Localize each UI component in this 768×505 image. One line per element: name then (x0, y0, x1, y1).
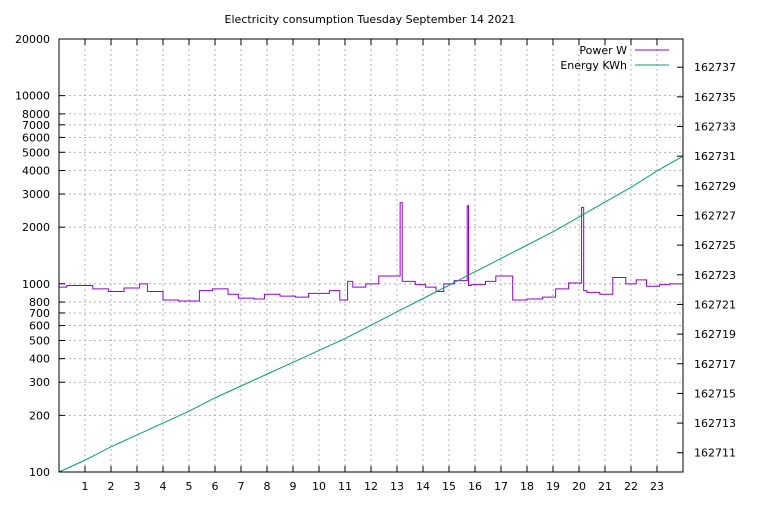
x-tick-label: 19 (546, 480, 560, 493)
y-tick-label: 4000 (22, 165, 50, 178)
x-tick-label: 11 (338, 480, 352, 493)
x-tick-label: 4 (160, 480, 167, 493)
y2-tick-label: 162725 (694, 239, 736, 252)
y2-tick-label: 162713 (694, 417, 736, 430)
y-tick-label: 500 (29, 334, 50, 347)
plot-frame (58, 38, 684, 473)
axis-layer: 1 2 3 4 5 6 7 8 9 10 11 12 13 14 15 16 17 18 19 20 21 22 23100… (15, 33, 736, 493)
y2-tick-label: 162717 (694, 358, 736, 371)
y-tick-label: 8000 (22, 108, 50, 121)
legend-label: Energy KWh (560, 59, 627, 72)
x-tick-label: 1 (82, 480, 89, 493)
x-tick-label: 14 (416, 480, 430, 493)
y2-tick-label: 162711 (694, 447, 736, 460)
y2-tick-label: 162737 (694, 61, 736, 74)
y-tick-label: 10000 (15, 90, 50, 103)
x-tick-label: 16 (468, 480, 482, 493)
y2-tick-label: 162731 (694, 150, 736, 163)
x-tick-label: 18 (520, 480, 534, 493)
y2-tick-label: 162721 (694, 298, 736, 311)
y2-tick-label: 162719 (694, 328, 736, 341)
y-tick-label: 1000 (22, 278, 50, 291)
x-tick-label: 9 (290, 480, 297, 493)
y-tick-label: 5000 (22, 146, 50, 159)
x-tick-label: 15 (442, 480, 456, 493)
y-tick-label: 7000 (22, 119, 50, 132)
series-line-energy (58, 155, 684, 473)
chart-title: Electricity consumption Tuesday Septembe… (225, 13, 516, 26)
y2-tick-label: 162727 (694, 209, 736, 222)
x-tick-label: 6 (212, 480, 219, 493)
x-tick-label: 3 (134, 480, 141, 493)
y2-tick-label: 162733 (694, 120, 736, 133)
x-tick-label: 20 (572, 480, 586, 493)
y-tick-label: 700 (29, 307, 50, 320)
y-tick-label: 2000 (22, 221, 50, 234)
x-tick-label: 23 (650, 480, 664, 493)
y-tick-label: 100 (29, 466, 50, 479)
series-line-power (59, 202, 683, 302)
y2-tick-label: 162715 (694, 387, 736, 400)
y2-tick-label: 162729 (694, 180, 736, 193)
legend: Power W Energy KWh (560, 44, 669, 72)
y-tick-label: 600 (29, 320, 50, 333)
grid-layer (59, 39, 683, 472)
x-tick-label: 5 (186, 480, 193, 493)
x-tick-label: 2 (108, 480, 115, 493)
y-tick-label: 400 (29, 353, 50, 366)
y2-tick-label: 162723 (694, 269, 736, 282)
legend-label: Power W (579, 44, 627, 57)
y-tick-label: 20000 (15, 33, 50, 46)
x-tick-label: 21 (598, 480, 612, 493)
y2-tick-label: 162735 (694, 91, 736, 104)
y-tick-label: 300 (29, 376, 50, 389)
series-layer (58, 155, 684, 473)
x-tick-label: 22 (624, 480, 638, 493)
x-tick-label: 10 (312, 480, 326, 493)
x-tick-label: 12 (364, 480, 378, 493)
x-tick-label: 7 (238, 480, 245, 493)
y-tick-label: 6000 (22, 131, 50, 144)
y-tick-label: 200 (29, 409, 50, 422)
x-tick-label: 17 (494, 480, 508, 493)
y-tick-label: 800 (29, 296, 50, 309)
x-tick-label: 8 (264, 480, 271, 493)
y-tick-label: 3000 (22, 188, 50, 201)
x-tick-label: 13 (390, 480, 404, 493)
